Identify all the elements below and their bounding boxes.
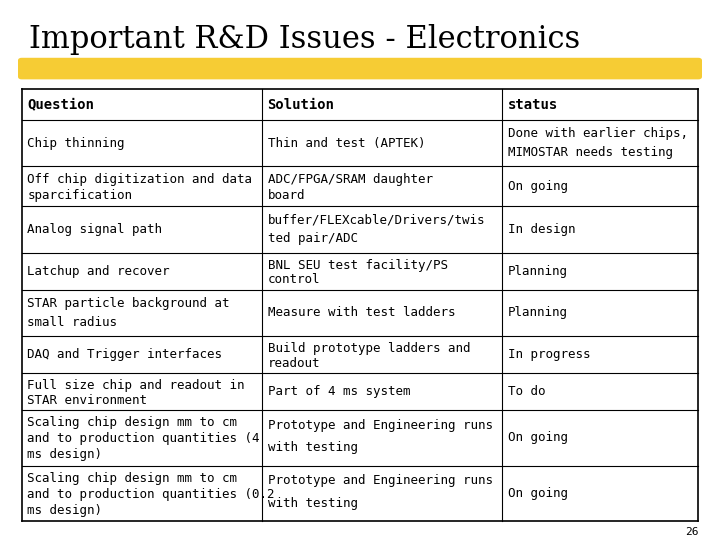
Text: Full size chip and readout in: Full size chip and readout in <box>27 379 245 392</box>
Text: Analog signal path: Analog signal path <box>27 223 163 236</box>
Text: MIMOSTAR needs testing: MIMOSTAR needs testing <box>508 146 673 159</box>
Text: Done with earlier chips,: Done with earlier chips, <box>508 127 688 140</box>
Text: In progress: In progress <box>508 348 590 361</box>
Text: Build prototype ladders and: Build prototype ladders and <box>268 342 470 355</box>
Text: and to production quantities (0.2: and to production quantities (0.2 <box>27 488 275 501</box>
Text: Important R&D Issues - Electronics: Important R&D Issues - Electronics <box>29 24 580 55</box>
Text: buffer/FLEXcable/Drivers/twis: buffer/FLEXcable/Drivers/twis <box>268 214 485 227</box>
Text: ms design): ms design) <box>27 448 102 461</box>
Text: Part of 4 ms system: Part of 4 ms system <box>268 385 410 398</box>
Text: Measure with test ladders: Measure with test ladders <box>268 306 455 319</box>
Text: status: status <box>508 98 558 112</box>
Text: control: control <box>268 273 320 286</box>
Text: with testing: with testing <box>268 441 358 454</box>
Text: BNL SEU test facility/PS: BNL SEU test facility/PS <box>268 259 448 272</box>
Text: Thin and test (APTEK): Thin and test (APTEK) <box>268 137 425 150</box>
Text: On going: On going <box>508 431 568 444</box>
Text: and to production quantities (4: and to production quantities (4 <box>27 432 260 445</box>
Text: STAR particle background at: STAR particle background at <box>27 297 230 310</box>
Text: Scaling chip design mm to cm: Scaling chip design mm to cm <box>27 416 238 429</box>
Text: Planning: Planning <box>508 306 568 319</box>
Text: Scaling chip design mm to cm: Scaling chip design mm to cm <box>27 472 238 485</box>
Text: with testing: with testing <box>268 497 358 510</box>
Text: Prototype and Engineering runs: Prototype and Engineering runs <box>268 475 492 488</box>
Text: Planning: Planning <box>508 265 568 278</box>
Text: readout: readout <box>268 357 320 370</box>
Text: On going: On going <box>508 487 568 500</box>
FancyBboxPatch shape <box>18 58 702 79</box>
Text: Chip thinning: Chip thinning <box>27 137 125 150</box>
Text: On going: On going <box>508 180 568 193</box>
Text: To do: To do <box>508 385 545 398</box>
Text: ADC/FPGA/SRAM daughter: ADC/FPGA/SRAM daughter <box>268 173 433 186</box>
Text: Question: Question <box>27 98 94 112</box>
Text: STAR environment: STAR environment <box>27 394 148 407</box>
Text: DAQ and Trigger interfaces: DAQ and Trigger interfaces <box>27 348 222 361</box>
Text: Prototype and Engineering runs: Prototype and Engineering runs <box>268 419 492 432</box>
Text: ms design): ms design) <box>27 504 102 517</box>
Text: board: board <box>268 188 305 202</box>
Text: small radius: small radius <box>27 315 117 329</box>
Text: Off chip digitization and data: Off chip digitization and data <box>27 173 253 186</box>
Text: In design: In design <box>508 223 575 236</box>
Text: ted pair/ADC: ted pair/ADC <box>268 232 358 245</box>
Text: 26: 26 <box>685 527 698 537</box>
Text: sparcification: sparcification <box>27 188 132 202</box>
Text: Solution: Solution <box>268 98 335 112</box>
Text: Latchup and recover: Latchup and recover <box>27 265 170 278</box>
